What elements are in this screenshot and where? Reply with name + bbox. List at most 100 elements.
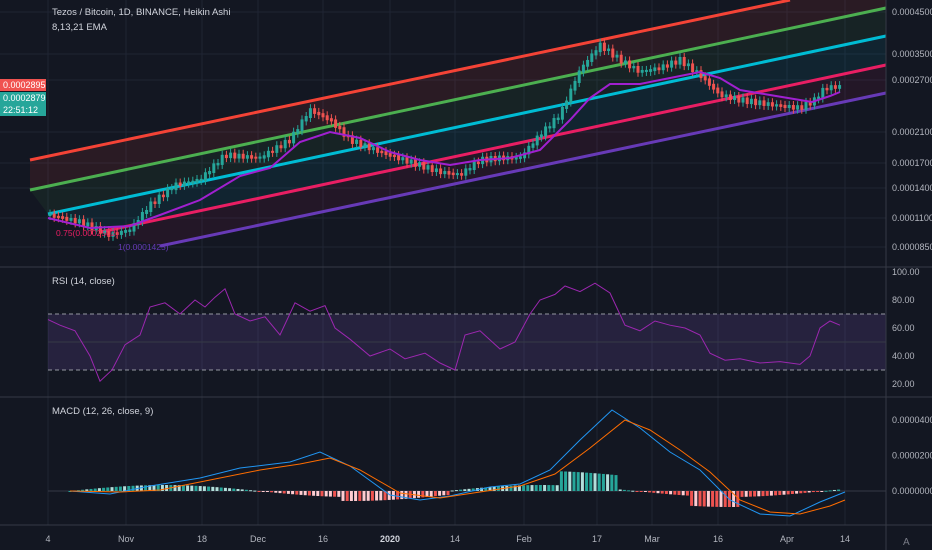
candle xyxy=(800,105,804,110)
macd-histogram-bar xyxy=(643,491,647,492)
candle xyxy=(539,134,543,138)
macd-histogram-bar xyxy=(513,485,517,491)
candle xyxy=(665,64,669,68)
macd-histogram-bar xyxy=(765,491,769,496)
candle xyxy=(796,105,800,110)
candle xyxy=(829,85,833,91)
candle xyxy=(397,155,401,161)
candle xyxy=(145,209,149,214)
candle xyxy=(271,150,275,153)
macd-histogram-bar xyxy=(795,491,799,494)
candle xyxy=(439,168,443,175)
candle xyxy=(363,143,367,148)
candle xyxy=(279,145,283,149)
macd-histogram-bar xyxy=(232,488,236,491)
candle xyxy=(695,70,699,73)
candle xyxy=(308,108,312,119)
macd-histogram-bar xyxy=(425,491,429,497)
candle xyxy=(313,108,317,114)
macd-histogram-bar xyxy=(660,491,664,494)
candle xyxy=(195,178,199,183)
macd-histogram-bar xyxy=(404,491,408,499)
macd-histogram-bar xyxy=(144,485,148,491)
candle xyxy=(220,154,224,165)
channel-line[interactable] xyxy=(47,34,887,216)
macd-histogram-bar xyxy=(240,489,244,491)
candle xyxy=(636,65,640,73)
time-tick-label: 16 xyxy=(318,534,328,544)
macd-histogram-bar xyxy=(198,486,202,491)
macd-histogram-bar xyxy=(543,485,547,491)
candle xyxy=(388,153,392,157)
price-tick-label: 0.0002100 xyxy=(892,127,932,137)
price-tag: 22:51:12 xyxy=(0,104,46,116)
macd-histogram-bar xyxy=(274,491,278,493)
candle xyxy=(69,217,73,221)
macd-histogram-bar xyxy=(324,491,328,497)
macd-histogram-bar xyxy=(757,491,761,497)
macd-histogram-bar xyxy=(719,491,723,507)
candle xyxy=(720,91,724,98)
candle xyxy=(98,226,102,234)
macd-histogram-bar xyxy=(354,491,358,501)
macd-histogram-bar xyxy=(387,491,391,500)
candle xyxy=(678,57,682,65)
candle xyxy=(787,104,791,109)
candle xyxy=(670,60,674,68)
macd-histogram-bar xyxy=(816,491,820,492)
macd-histogram-bar xyxy=(152,485,156,491)
candle xyxy=(203,172,207,181)
macd-histogram-bar xyxy=(345,491,349,501)
candle xyxy=(48,213,52,216)
candle xyxy=(455,173,459,176)
macd-histogram-bar xyxy=(639,491,643,492)
candle xyxy=(208,171,212,175)
macd-histogram-bar xyxy=(622,489,626,491)
macd-histogram-bar xyxy=(316,491,320,497)
axes: 0.0004500 0.0003500 0.0002700 0.0002100 0.00… xyxy=(0,7,932,544)
macd-histogram-bar xyxy=(711,491,715,507)
macd-histogram-bar xyxy=(190,485,194,491)
channel-line[interactable] xyxy=(159,91,887,248)
candle xyxy=(619,54,623,64)
candle xyxy=(594,50,598,56)
macd-histogram-bar xyxy=(362,491,366,501)
candle xyxy=(531,143,535,148)
macd-histogram-bar xyxy=(194,485,198,491)
macd-histogram-bar xyxy=(459,489,463,491)
candle xyxy=(115,232,119,235)
candle xyxy=(733,95,737,101)
time-tick-label: 2020 xyxy=(380,534,400,544)
macd-histogram-bar xyxy=(282,491,286,494)
candle xyxy=(838,85,842,89)
channel-line[interactable] xyxy=(29,0,791,162)
macd-histogram-bar xyxy=(106,487,110,491)
macd-histogram-bar xyxy=(723,491,727,507)
macd-histogram-bar xyxy=(664,491,668,494)
macd-histogram-bar xyxy=(375,491,379,501)
macd-histogram-bar xyxy=(118,486,122,491)
channel-line[interactable] xyxy=(29,6,887,192)
candle xyxy=(657,67,661,71)
macd-histogram-bar xyxy=(706,491,710,507)
time-tick-label: 14 xyxy=(450,534,460,544)
price-tick-label: 0.0000850 xyxy=(892,242,932,252)
candle xyxy=(749,98,753,105)
candle xyxy=(258,156,262,159)
price-tag: 0.0002879 xyxy=(0,92,46,104)
candle xyxy=(468,168,472,171)
candle xyxy=(817,96,821,100)
candle xyxy=(52,213,56,218)
candle xyxy=(107,230,111,237)
macd-histogram-bar xyxy=(753,491,757,497)
time-tick-label: 18 xyxy=(197,534,207,544)
macd-histogram-bar xyxy=(223,487,227,491)
macd-histogram-bar xyxy=(207,486,211,491)
candle xyxy=(615,54,619,58)
macd-histogram-bar xyxy=(202,486,206,491)
auto-scale-button[interactable]: A xyxy=(903,537,910,548)
macd-histogram-bar xyxy=(400,491,404,500)
candle xyxy=(321,113,325,118)
